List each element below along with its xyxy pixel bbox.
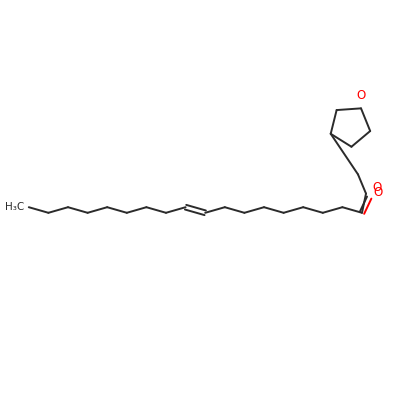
Text: O: O [372, 181, 382, 194]
Text: O: O [373, 186, 382, 198]
Text: O: O [356, 89, 366, 102]
Text: H₃C: H₃C [5, 202, 24, 212]
